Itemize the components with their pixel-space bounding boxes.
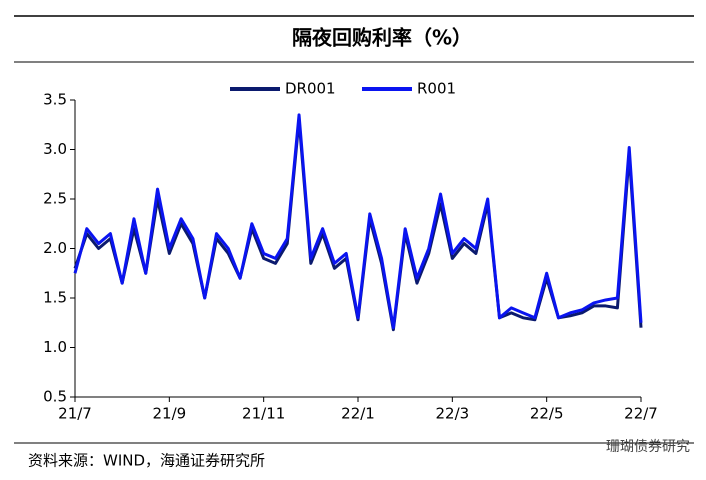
y-tick-label: 2.0	[43, 239, 67, 257]
chart-title: 隔夜回购利率（%）	[292, 26, 472, 50]
x-tick-label: 21/9	[152, 405, 186, 423]
x-tick-label: 21/7	[58, 405, 92, 423]
legend-label: DR001	[285, 80, 336, 98]
y-tick-label: 3.0	[43, 140, 67, 158]
x-tick-label: 22/3	[435, 405, 469, 423]
x-tick-label: 21/11	[242, 405, 285, 423]
x-tick-label: 22/1	[341, 405, 375, 423]
series-line	[73, 113, 643, 330]
watermark: 珊瑚债券研究	[606, 439, 690, 455]
x-tick-label: 22/5	[530, 405, 564, 423]
y-tick-label: 0.5	[43, 388, 67, 406]
y-tick-label: 3.5	[43, 91, 67, 109]
x-tick-label: 22/7	[624, 405, 658, 423]
legend-label: R001	[417, 80, 456, 98]
y-tick-label: 1.5	[43, 289, 67, 307]
series-line	[73, 118, 643, 332]
y-tick-label: 1.0	[43, 338, 67, 356]
source: 资料来源：WIND，海通证券研究所	[28, 452, 265, 470]
y-tick-label: 2.5	[43, 190, 67, 208]
